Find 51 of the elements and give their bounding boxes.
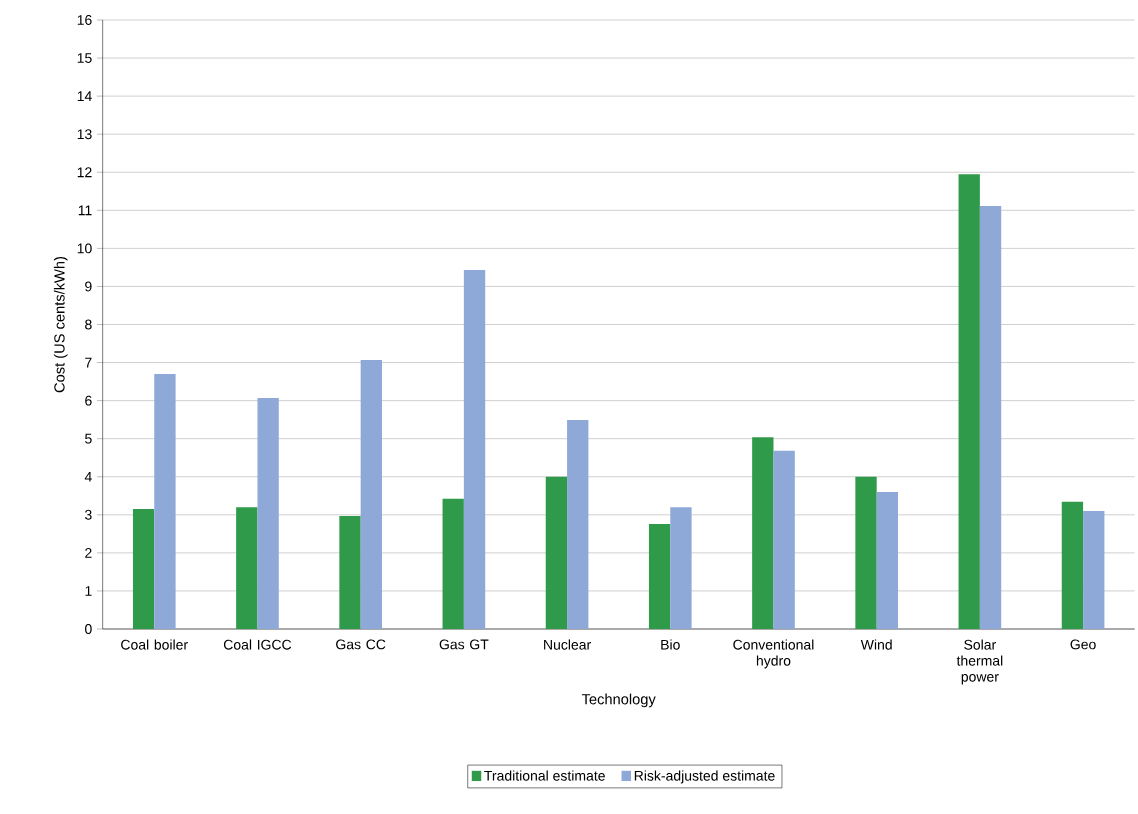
y-tick-label: 3 (85, 509, 92, 520)
y-tick-label: 7 (85, 357, 92, 368)
bar (132, 509, 155, 629)
bar (670, 507, 692, 629)
bar (154, 373, 176, 629)
legend-label: Risk-adjusted estimate (634, 770, 775, 784)
x-tick-label: Gas GT (439, 639, 489, 650)
bar (752, 437, 774, 629)
y-tick-label: 4 (84, 471, 92, 482)
y-axis-title: Cost (US cents/kWh) (53, 256, 68, 393)
y-tick-label: 16 (77, 15, 92, 25)
bar (855, 476, 877, 629)
bar (1061, 501, 1084, 629)
y-tick-label: 2 (85, 548, 92, 558)
bar (463, 270, 486, 629)
y-tick-label: 1 (85, 586, 92, 596)
bar (257, 397, 279, 629)
x-tick-label: Coal IGCC (223, 639, 292, 650)
bar (876, 491, 899, 629)
bar (442, 498, 464, 629)
y-tick-label: 13 (77, 129, 92, 140)
bar (958, 174, 980, 629)
bar (979, 206, 1002, 629)
bar (360, 359, 383, 629)
y-tick-label: 12 (77, 167, 92, 178)
bar (567, 420, 589, 629)
x-tick-label: Bio (661, 639, 680, 650)
x-tick-label: Coal boiler (121, 639, 188, 650)
x-axis-title: Technology (581, 693, 656, 708)
y-tick-label: 10 (77, 243, 92, 254)
bar (773, 450, 795, 629)
bar (648, 523, 671, 629)
legend-label: Traditional estimate (484, 770, 605, 781)
x-tick-label: Gas CC (336, 639, 386, 650)
y-tick-label: 9 (85, 281, 92, 292)
bar (545, 476, 568, 629)
bar (339, 515, 361, 629)
x-tick-label: Wind (860, 639, 892, 650)
x-tick-label: Geo (1070, 639, 1096, 650)
y-tick-label: 15 (77, 53, 92, 63)
x-tick-label: Solar thermal power (956, 639, 1003, 685)
bar (1083, 511, 1105, 629)
x-tick-label: Nuclear (544, 639, 591, 650)
x-tick-label: Conventional hydro (733, 639, 814, 669)
bar (236, 507, 258, 629)
y-tick-label: 5 (85, 433, 92, 444)
y-tick-label: 6 (85, 395, 92, 406)
y-tick-label: 14 (77, 91, 92, 101)
y-tick-label: 11 (78, 205, 92, 216)
y-tick-label: 0 (85, 624, 92, 634)
y-tick-label: 8 (85, 319, 92, 330)
